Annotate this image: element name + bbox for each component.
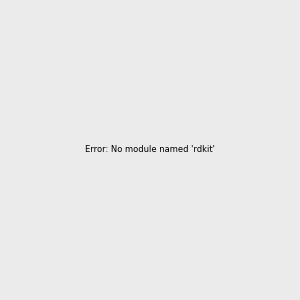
Text: Error: No module named 'rdkit': Error: No module named 'rdkit' — [85, 146, 215, 154]
